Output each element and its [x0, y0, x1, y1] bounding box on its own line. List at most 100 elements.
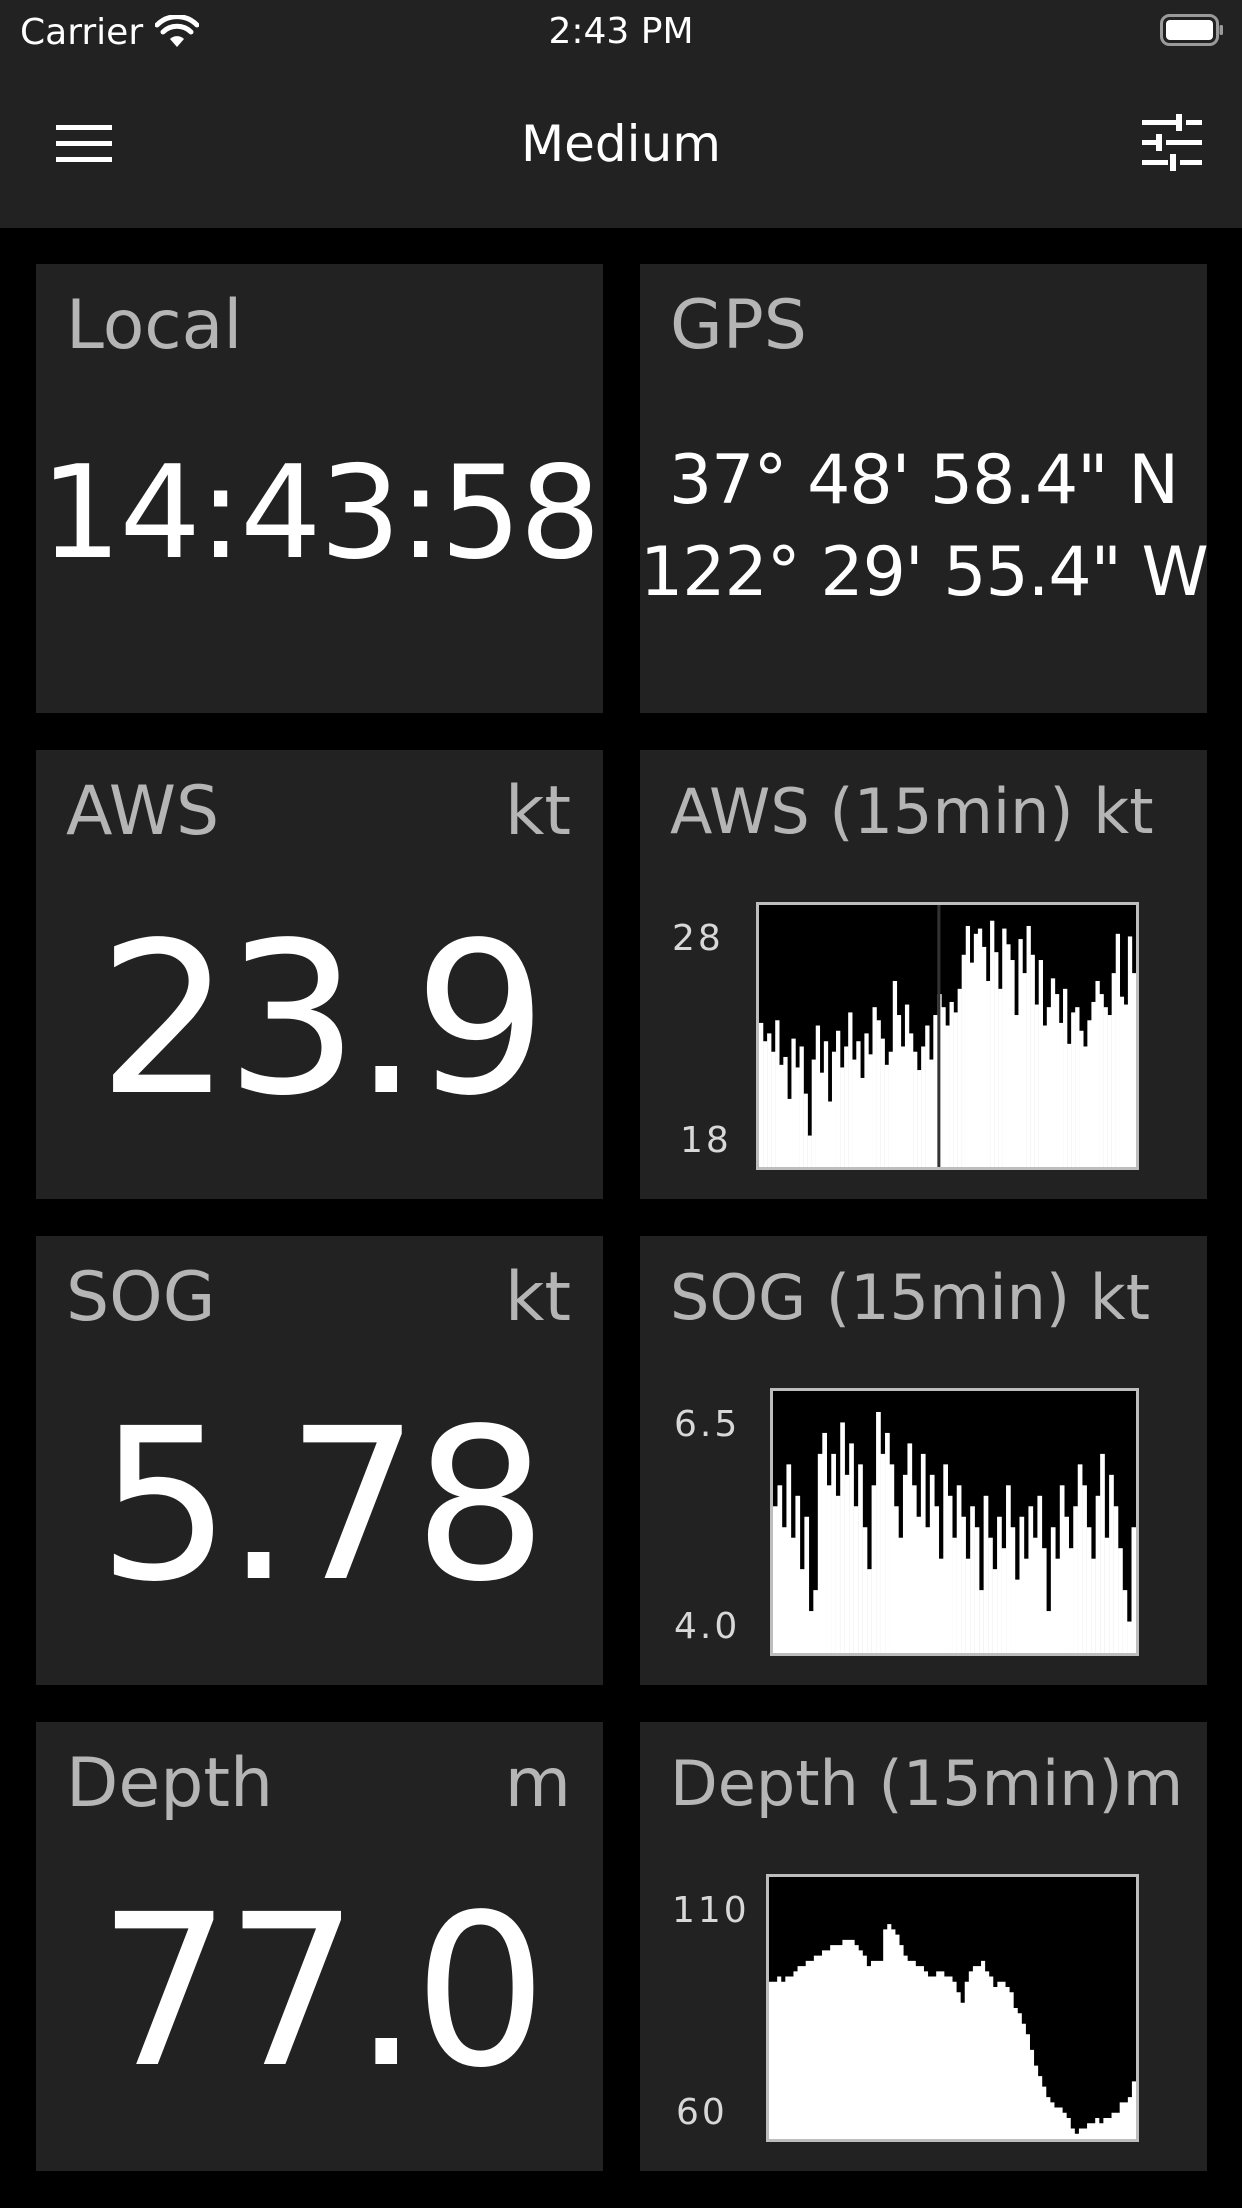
chart-bar	[872, 1007, 877, 1167]
chart-bar	[1095, 980, 1100, 1167]
chart-bar	[998, 988, 1003, 1167]
y-min-label: 60	[676, 2092, 728, 2133]
carrier-label: Carrier	[20, 11, 144, 53]
tile-label: SOG (15min) kt	[670, 1261, 1151, 1334]
chart-bar	[969, 962, 975, 1167]
chart-bar	[1046, 1007, 1052, 1167]
chart-bar	[860, 1077, 865, 1167]
chart-bar	[885, 1432, 890, 1653]
chart-bar	[1091, 1001, 1096, 1167]
chart-bar	[908, 1033, 914, 1167]
chart-bar	[1082, 1485, 1087, 1653]
chart-bar	[763, 1041, 768, 1167]
chart-bar	[849, 1443, 854, 1653]
chart-bar	[787, 1098, 792, 1167]
chart-bar	[1091, 1558, 1096, 1653]
chart-bar	[896, 1015, 902, 1167]
chart-bar	[799, 1046, 804, 1167]
chart-bar	[1001, 1548, 1007, 1653]
local-time-value: 14:43:58	[40, 439, 601, 588]
chart-bar	[1123, 1004, 1129, 1167]
chart-bar	[831, 1453, 836, 1653]
chart-bar	[836, 1030, 841, 1167]
chart-bar	[888, 1051, 894, 1167]
chart-bar	[974, 1527, 980, 1653]
chart-bar	[781, 1527, 787, 1653]
chart-bar	[1100, 1453, 1105, 1653]
sog-graph-tile[interactable]: SOG (15min) kt 6.5 4.0	[640, 1236, 1207, 1685]
chart-bar	[913, 1051, 918, 1167]
chart-bar	[844, 1474, 850, 1653]
chart-bar	[808, 1611, 814, 1653]
tile-label: Local	[66, 286, 243, 365]
chart-bar	[862, 1527, 868, 1653]
chart-bar	[925, 1527, 931, 1653]
gps-longitude: 122° 29' 55.4" W	[640, 533, 1207, 612]
chart-bar	[777, 1485, 783, 1653]
chart-bar	[965, 1558, 971, 1653]
chart-bar	[876, 1411, 881, 1653]
chart-bar	[852, 1059, 857, 1167]
y-max-label: 6.5	[674, 1404, 741, 1445]
chart-bar	[1002, 928, 1007, 1167]
tile-label: AWS (15min) kt	[670, 775, 1154, 848]
chart-bar	[1122, 1590, 1128, 1653]
chart-bar	[1079, 1030, 1084, 1167]
chart-bar	[907, 1443, 913, 1653]
chart-bar	[767, 1033, 772, 1167]
aws-value: 23.9	[97, 897, 548, 1142]
chart-bar	[807, 1135, 812, 1167]
chart-bar	[938, 1558, 944, 1653]
chart-bar	[1104, 1537, 1110, 1653]
chart-bar	[1023, 1558, 1029, 1653]
chart-bar	[813, 1590, 819, 1653]
tune-icon[interactable]	[1142, 114, 1202, 172]
chart-bar	[1064, 1516, 1069, 1653]
chart-bar	[1075, 1007, 1080, 1167]
aws-tile[interactable]: AWS kt 23.9	[36, 750, 603, 1199]
chart-bar	[795, 1495, 801, 1653]
tile-label: GPS	[670, 286, 807, 365]
chart-bar	[917, 1070, 922, 1167]
chart-bar	[1107, 1015, 1112, 1167]
sog-value: 5.78	[97, 1383, 548, 1628]
chart-bar	[791, 1038, 796, 1167]
y-min-label: 4.0	[674, 1606, 741, 1647]
chart-bar	[943, 1464, 948, 1653]
chart-bar	[1068, 1548, 1074, 1653]
tile-label: SOG	[66, 1258, 216, 1337]
chart-bar	[871, 1485, 877, 1653]
chart-bar	[1014, 1015, 1019, 1167]
chart-bar	[831, 1051, 837, 1167]
chart-bar	[783, 1056, 788, 1167]
menu-icon[interactable]	[56, 122, 112, 166]
chart-bar	[900, 1046, 906, 1167]
chart-bar	[856, 1041, 861, 1167]
chart-bar	[799, 1569, 805, 1653]
chart-bar	[947, 1495, 953, 1653]
chart-bar	[1015, 1579, 1020, 1653]
chart-bar	[795, 1067, 800, 1167]
battery-icon	[1160, 14, 1223, 46]
chart-bar	[1019, 1516, 1025, 1653]
aws-graph-tile[interactable]: AWS (15min) kt 28 18	[640, 750, 1207, 1199]
chart-bar	[1041, 1548, 1047, 1653]
chart-bar	[1050, 1527, 1056, 1653]
local-time-tile[interactable]: Local 14:43:58	[36, 264, 603, 713]
depth-graph-tile[interactable]: Depth (15min)m 110 60	[640, 1722, 1207, 2171]
sog-history-chart	[770, 1388, 1139, 1656]
depth-tile[interactable]: Depth m 77.0	[36, 1722, 603, 2171]
depth-value: 77.0	[97, 1869, 548, 2114]
chart-bar	[957, 988, 962, 1167]
gps-tile[interactable]: GPS 37° 48' 58.4" N 122° 29' 55.4" W	[640, 264, 1207, 713]
chart-bar	[840, 1067, 845, 1167]
tile-label: Depth (15min)m	[670, 1747, 1184, 1820]
chart-bar	[1059, 1485, 1065, 1653]
y-max-label: 28	[672, 918, 724, 959]
chart-bar	[920, 1453, 926, 1653]
chart-bar	[1118, 1548, 1123, 1653]
chart-bar	[961, 1516, 966, 1653]
chart-bar	[1042, 1025, 1048, 1167]
chart-bar	[1109, 1474, 1114, 1653]
sog-tile[interactable]: SOG kt 5.78	[36, 1236, 603, 1685]
